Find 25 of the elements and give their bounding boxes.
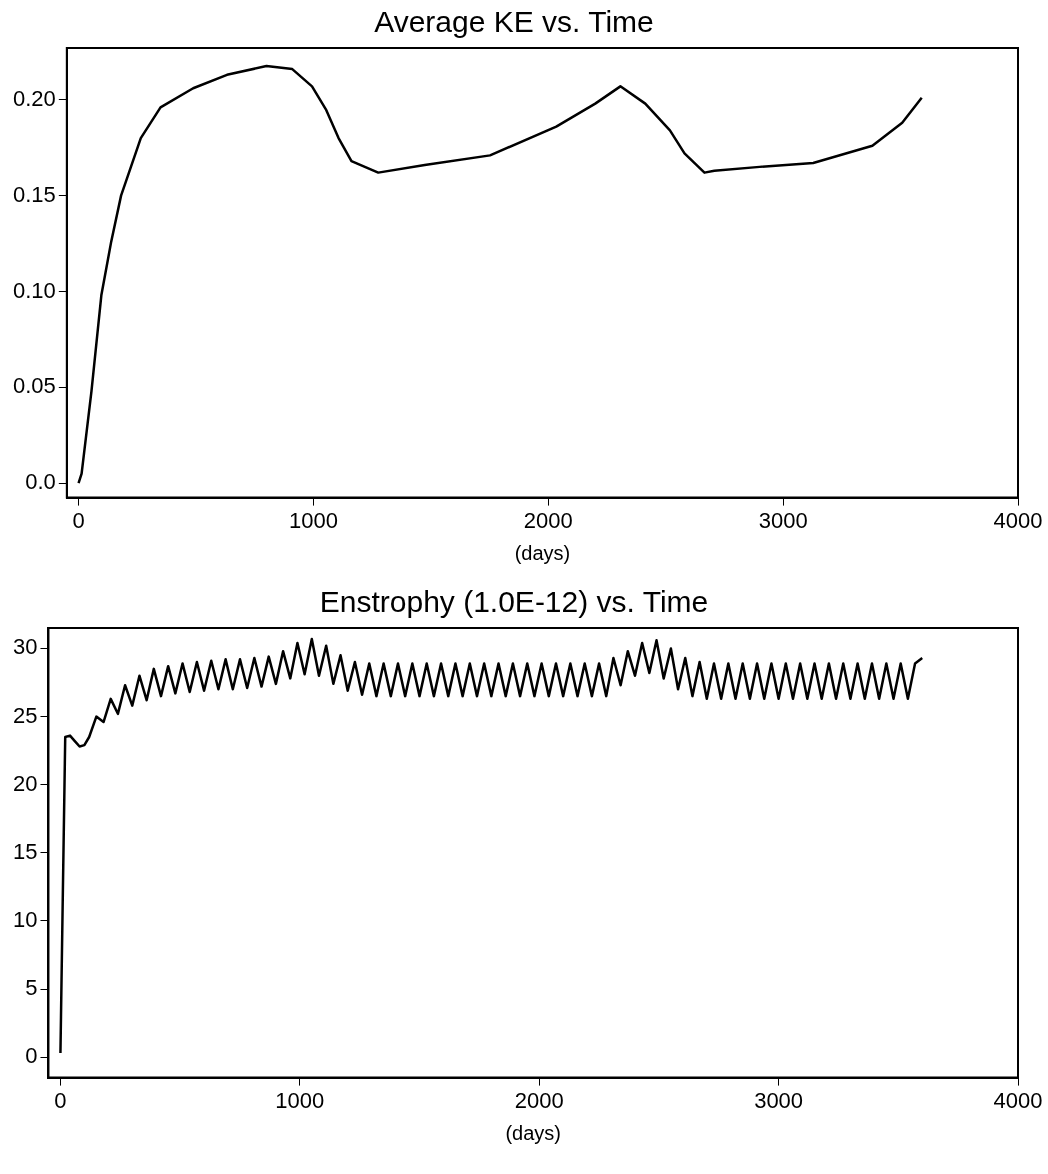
y-tick-label: 0.0 [25,469,56,495]
y-tick-label: 30 [12,634,38,660]
x-tick-label: 3000 [758,507,808,533]
x-tick-label: 1000 [275,1087,325,1113]
x-tick-label: 0 [72,507,85,533]
y-tick-label: 5 [25,975,38,1001]
y-tick-label: 10 [12,906,38,932]
chart-title: Enstrophy (1.0E-12) vs. Time [319,585,709,619]
x-tick-label: 4000 [993,507,1043,533]
chart-title: Average KE vs. Time [374,5,654,39]
x-tick-label: 2000 [514,1087,564,1113]
x-tick-label: 2000 [523,507,573,533]
y-tick-label: 20 [12,770,38,796]
y-tick-label: 0.15 [12,181,56,207]
y-tick-label: 0.05 [12,373,56,399]
y-tick-label: 0.10 [12,277,56,303]
x-axis-title: (days) [505,1121,562,1144]
y-tick-label: 0 [25,1043,38,1069]
y-tick-label: 15 [12,838,38,864]
x-tick-label: 4000 [993,1087,1043,1113]
y-tick-label: 25 [12,702,38,728]
x-axis-title: (days) [514,541,571,564]
x-tick-label: 1000 [288,507,338,533]
x-tick-label: 3000 [754,1087,804,1113]
y-tick-label: 0.20 [12,85,56,111]
